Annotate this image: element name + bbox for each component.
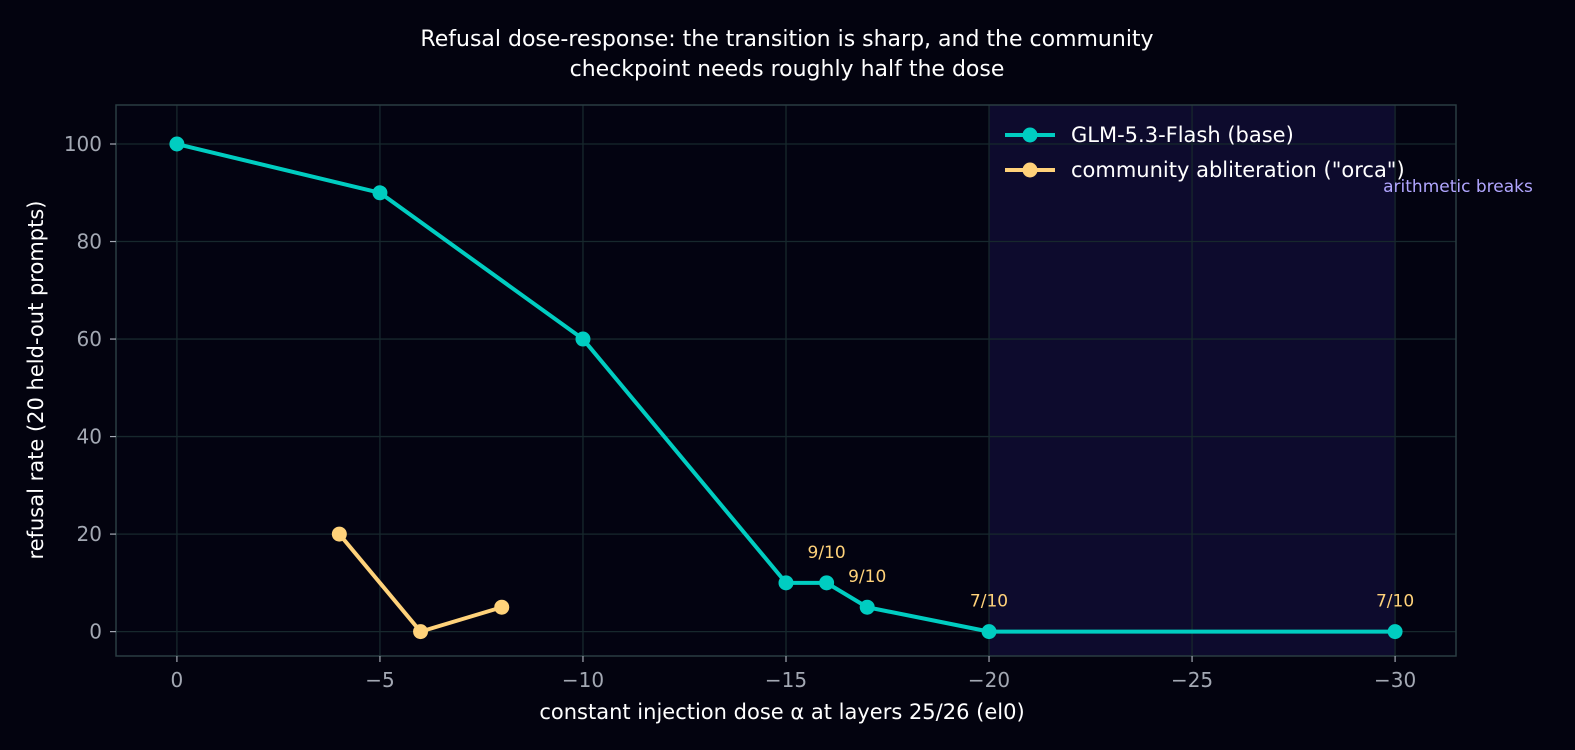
series-line-0 [176,142,1396,634]
data-point-s1-0 [331,526,347,542]
data-point-s0-4 [819,575,835,591]
y-tick-label-2: 40 [77,425,102,449]
x-tick-label-4: −20 [968,668,1010,692]
data-point-s0-5 [859,599,875,615]
annotation-1: 9/10 [848,567,886,587]
annotation-3: 7/10 [1376,592,1414,612]
y-axis: 0 20 40 60 80 100 [64,132,116,644]
data-point-s0-0 [169,136,185,152]
region-label: arithmetic breaks [1383,177,1533,197]
annotation-2: 7/10 [970,592,1008,612]
y-tick-label-4: 80 [77,230,102,254]
x-tick-label-2: −10 [562,668,604,692]
data-point-s0-2 [575,331,591,347]
x-tick-label-5: −25 [1171,668,1213,692]
series-layer [169,136,1403,640]
y-tick-label-5: 100 [64,132,102,156]
data-point-s1-2 [494,599,510,615]
x-tick-label-1: −5 [365,668,394,692]
chart-title-line-1: Refusal dose-response: the transition is… [420,27,1153,52]
y-tick-label-0: 0 [89,620,102,644]
legend-label-base: GLM-5.3-Flash (base) [1071,123,1294,147]
data-point-s0-6 [981,624,997,640]
legend-label-orca: community abliteration ("orca") [1071,158,1405,182]
x-axis: 0 −5 −10 −15 −20 −25 −30 [171,656,1416,692]
chart-title-line-2: checkpoint needs roughly half the dose [570,57,1005,82]
y-tick-label-3: 60 [77,327,102,351]
annotation-layer: 9/109/10 7/10 7/10 [808,543,1415,612]
x-tick-label-3: −15 [765,668,807,692]
data-point-s0-3 [778,575,794,591]
data-point-s1-1 [413,624,429,640]
x-tick-label-6: −30 [1374,668,1416,692]
y-tick-label-1: 20 [77,522,102,546]
legend-marker-base [1022,127,1038,143]
legend-marker-orca [1022,162,1038,178]
x-axis-label: constant injection dose α at layers 25/2… [539,700,1024,724]
x-tick-label-0: 0 [171,668,184,692]
y-axis-label: refusal rate (20 held-out prompts) [24,201,48,560]
legend: GLM-5.3-Flash (base) community abliterat… [1005,123,1405,182]
annotation-0: 9/10 [808,543,846,563]
data-point-s0-7 [1387,624,1403,640]
data-point-s0-1 [372,185,388,201]
